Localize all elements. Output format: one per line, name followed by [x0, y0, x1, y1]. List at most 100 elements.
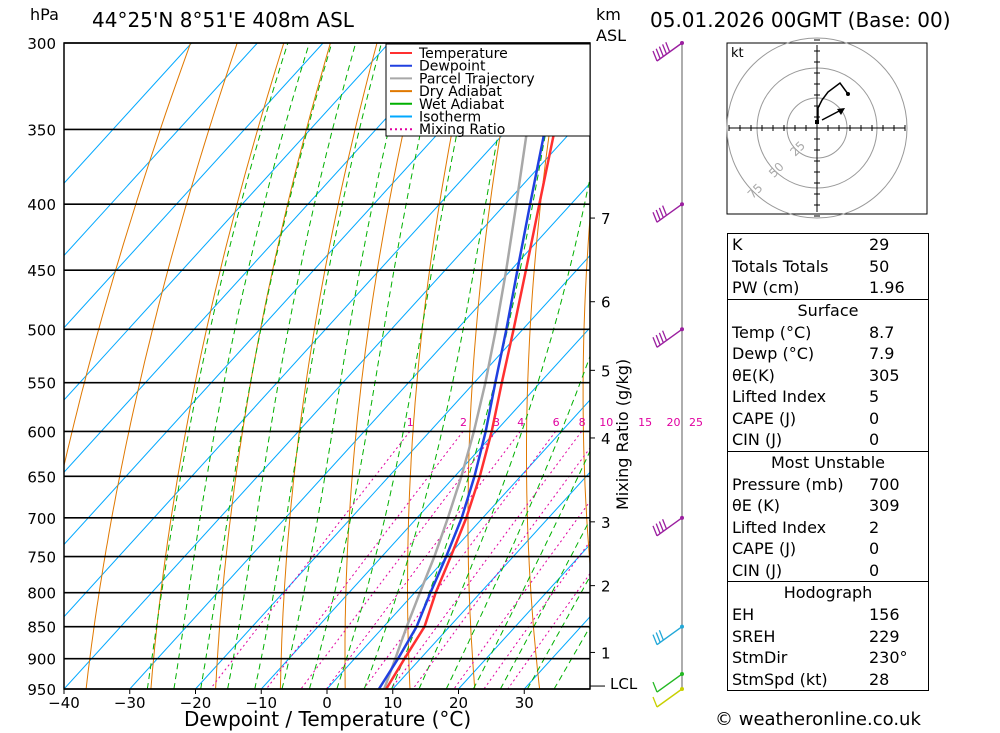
mixing-ratio-tick-label: 3: [493, 416, 500, 429]
dry-adiabat-line: [150, 43, 285, 689]
isotherm-line: [129, 182, 590, 689]
wet-adiabat-line: [173, 43, 310, 689]
dry-adiabat-line: [215, 43, 331, 689]
pressure-tick-label: 900: [27, 651, 56, 669]
height-unit-km: km: [596, 5, 621, 24]
legend-label: Dewpoint: [419, 59, 486, 75]
wet-adiabat-line: [146, 43, 289, 689]
legend-label: Wet Adiabat: [419, 97, 505, 113]
wet-adiabat-line: [418, 175, 590, 689]
index-row: Dewp (°C) 7.9: [728, 343, 928, 365]
index-label: CIN (J): [732, 430, 783, 449]
wet-adiabat-line: [308, 43, 442, 689]
mixing-ratio-tick-label: 20: [667, 416, 681, 429]
x-tick-label: 20: [449, 694, 468, 712]
isotherm-line: [64, 43, 324, 329]
wet-adiabat-line: [281, 43, 411, 689]
index-label: StmSpd (kt): [732, 669, 828, 689]
valid-time-title: 05.01.2026 00GMT (Base: 00): [650, 8, 951, 32]
lcl-label: LCL: [610, 675, 638, 693]
x-tick-label: 0: [322, 694, 332, 712]
height-tick-label: 2: [601, 578, 611, 596]
surface-section-title: Surface: [728, 298, 928, 322]
index-value: 309: [869, 496, 900, 515]
mixing-ratio-line: [265, 431, 464, 689]
mixing-ratio-tick-label: 4: [517, 416, 524, 429]
index-label: θE(K): [732, 365, 775, 385]
copyright-notice: © weatheronline.co.uk: [715, 709, 921, 730]
mixing-ratio-tick-label: 10: [599, 416, 613, 429]
index-value: 700: [869, 474, 900, 494]
height-tick-label: 5: [601, 362, 611, 380]
wind-barb: [652, 327, 684, 348]
mixing-ratio-tick-label: 25: [689, 416, 703, 429]
wind-barb: [652, 624, 684, 646]
mixing-ratio-tick-label: 6: [553, 416, 560, 429]
mixing-ratio-axis-label: Mixing Ratio (g/kg): [613, 359, 632, 510]
index-row: Lifted Index 5: [728, 386, 928, 408]
wind-barb: [652, 687, 684, 708]
mixing-ratio-tick-label: 1: [407, 416, 414, 429]
index-value: 0: [869, 408, 880, 428]
index-label: StmDir: [732, 648, 788, 667]
dry-adiabat-line: [526, 43, 564, 689]
isotherm-line: [392, 471, 590, 689]
legend-label: Temperature: [418, 46, 508, 62]
index-label: K: [732, 235, 743, 254]
isotherm-line: [64, 43, 390, 401]
height-tick-label: 6: [601, 294, 611, 312]
dry-adiabat-line: [279, 43, 378, 689]
index-value: 8.7: [869, 322, 895, 342]
x-tick-label: −20: [180, 694, 212, 712]
mixing-ratio-line: [390, 431, 582, 689]
index-value: 29: [869, 235, 890, 254]
mixing-ratio-line: [210, 431, 411, 689]
wet-adiabat-line: [445, 354, 590, 689]
hodograph-ring: [726, 37, 908, 219]
mixing-ratio-line: [412, 447, 590, 689]
index-label: Pressure (mb): [732, 474, 844, 494]
index-label: Dewp (°C): [732, 344, 815, 363]
x-tick-label: −40: [48, 694, 80, 712]
pressure-tick-label: 600: [27, 423, 56, 441]
location-title: 44°25'N 8°51'E 408m ASL: [92, 8, 355, 32]
isotherm-line: [64, 43, 455, 473]
mixing-ratio-line: [325, 431, 521, 689]
mixing-ratio-tick-label: 15: [638, 416, 652, 429]
temperature-curve: [385, 43, 581, 689]
pressure-tick-label: 350: [27, 121, 56, 139]
index-row: EH 156: [728, 604, 928, 626]
isotherm-line: [64, 43, 258, 257]
index-label: EH: [732, 605, 755, 624]
x-tick-label: 30: [515, 694, 534, 712]
index-row: K 29: [728, 234, 928, 256]
parcel-trajectory-curve: [383, 43, 542, 689]
index-label: CAPE (J): [732, 408, 797, 428]
pressure-tick-label: 300: [27, 35, 56, 53]
x-tick-label: −10: [245, 694, 277, 712]
index-label: SREH: [732, 626, 776, 646]
index-row: PW (cm) 1.96: [728, 277, 928, 299]
wind-barb: [652, 672, 684, 693]
dry-adiabat-line: [467, 43, 518, 689]
index-row: Totals Totals 50: [728, 256, 928, 278]
x-tick-label: −30: [114, 694, 146, 712]
index-label: Lifted Index: [732, 517, 827, 537]
legend-label: Isotherm: [419, 110, 481, 126]
wet-adiabat-line: [472, 449, 590, 689]
dry-adiabat-line: [638, 43, 669, 689]
most-unstable-section-title: Most Unstable: [728, 450, 928, 474]
index-row: Pressure (mb) 700: [728, 474, 928, 496]
legend-label: Mixing Ratio: [419, 122, 505, 138]
pressure-tick-label: 500: [27, 321, 56, 339]
index-label: θE (K): [732, 496, 780, 515]
index-label: Totals Totals: [732, 256, 829, 276]
index-value: 1.96: [869, 278, 905, 297]
index-value: 7.9: [869, 344, 895, 363]
dry-adiabat-line: [582, 211, 590, 571]
index-value: 2: [869, 517, 880, 537]
pressure-tick-label: 800: [27, 585, 56, 603]
height-tick-label: 4: [601, 430, 611, 448]
isotherm-line: [64, 43, 521, 546]
